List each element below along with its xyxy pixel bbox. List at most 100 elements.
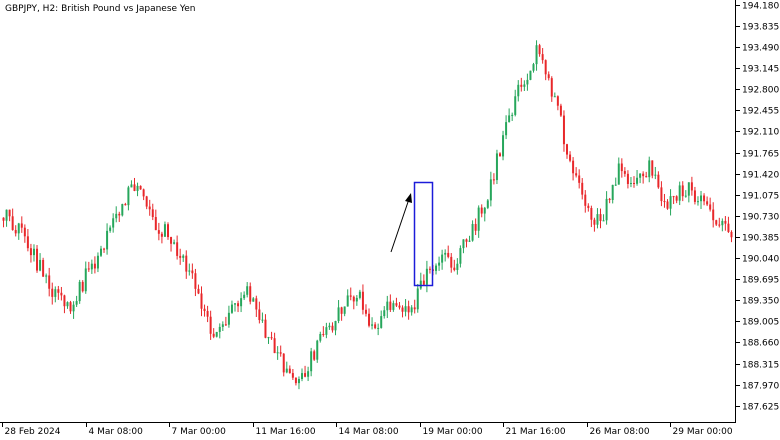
candle-body — [304, 373, 307, 377]
candle-body — [331, 325, 334, 331]
candle-body — [267, 337, 270, 339]
candle-body — [401, 307, 404, 312]
candle-body — [614, 184, 617, 186]
candle-body — [441, 254, 444, 263]
candle-body — [386, 301, 389, 311]
candle-body — [468, 240, 471, 242]
candle-body — [173, 242, 176, 244]
candle-body — [581, 182, 584, 195]
x-tick-label: 7 Mar 00:00 — [172, 427, 227, 437]
candle-body — [462, 239, 465, 249]
candle-body — [617, 163, 620, 185]
candle-body — [337, 307, 340, 321]
candle-body — [240, 298, 243, 307]
candle-body — [8, 209, 11, 217]
candle-body — [32, 248, 35, 256]
candle-body — [712, 209, 715, 221]
candle-body — [276, 352, 279, 354]
candle-body — [569, 154, 572, 161]
candle-body — [566, 144, 569, 155]
candle-body — [450, 256, 453, 268]
candle-body — [648, 160, 651, 178]
candle-body — [657, 174, 660, 188]
candle-body — [20, 223, 23, 228]
candle-body — [422, 280, 425, 285]
y-tick-label: 192.110 — [742, 128, 779, 138]
candle-body — [51, 288, 54, 297]
candle-body — [651, 160, 654, 176]
candle-body — [96, 255, 99, 269]
candle-body — [425, 268, 428, 285]
candle-body — [258, 309, 261, 321]
candle-body — [340, 307, 343, 314]
candle-body — [514, 96, 517, 115]
x-tick-label: 19 Mar 00:00 — [423, 427, 483, 437]
candle-body — [706, 201, 709, 205]
candle-body — [523, 84, 526, 87]
candle-body — [273, 338, 276, 354]
candle-body — [185, 255, 188, 272]
candle-body — [596, 214, 599, 225]
candle-body — [629, 182, 632, 184]
y-tick-label: 192.455 — [742, 107, 779, 117]
candle-body — [319, 333, 322, 341]
candle-body — [413, 307, 416, 310]
candle-body — [660, 187, 663, 202]
candle-body — [60, 292, 63, 296]
candle-body — [17, 223, 20, 234]
candle-body — [642, 173, 645, 177]
candle-body — [160, 233, 163, 237]
candle-body — [221, 324, 224, 327]
candle-body — [584, 194, 587, 206]
annotation-arrow-line — [390, 198, 410, 253]
candle-body — [294, 377, 297, 384]
candle-body — [297, 379, 300, 384]
candle-body — [234, 303, 237, 305]
candle-body — [730, 231, 733, 238]
candle-body — [498, 153, 501, 157]
candle-body — [209, 316, 212, 334]
candle-body — [526, 79, 529, 85]
candle-body — [599, 214, 602, 221]
candle-body — [361, 291, 364, 310]
candle-body — [675, 196, 678, 201]
candle-body — [590, 208, 593, 220]
candle-body — [547, 74, 550, 79]
candle-body — [264, 319, 267, 338]
candle-body — [718, 224, 721, 226]
candle-body — [246, 286, 249, 295]
candle-body — [383, 310, 386, 317]
candle-body — [654, 174, 657, 176]
candle-body — [157, 230, 160, 234]
candle-body — [453, 267, 456, 270]
candle-body — [690, 182, 693, 191]
candle-body — [410, 307, 413, 313]
candle-body — [508, 115, 511, 123]
candle-body — [224, 324, 227, 326]
candle-body — [505, 122, 508, 136]
candle-body — [364, 309, 367, 314]
candle-body — [562, 115, 565, 145]
candle-body — [620, 163, 623, 172]
candle-body — [486, 200, 489, 208]
candle-body — [29, 248, 32, 256]
candle-body — [307, 371, 310, 377]
candle-body — [483, 207, 486, 214]
candle-body — [623, 171, 626, 174]
candle-body — [194, 273, 197, 289]
candle-body — [301, 373, 304, 380]
candle-body — [127, 187, 130, 206]
x-tick-label: 11 Mar 16:00 — [256, 427, 316, 437]
candle-body — [188, 270, 191, 272]
candle-body — [544, 60, 547, 75]
candle-series — [2, 40, 733, 390]
candle-body — [279, 352, 282, 354]
candle-body — [721, 220, 724, 226]
candle-body — [709, 204, 712, 210]
candle-body — [121, 204, 124, 216]
candle-body — [139, 185, 142, 190]
candle-body — [148, 206, 151, 210]
candle-body — [578, 175, 581, 183]
candle-body — [681, 185, 684, 197]
candle-body — [285, 368, 288, 373]
